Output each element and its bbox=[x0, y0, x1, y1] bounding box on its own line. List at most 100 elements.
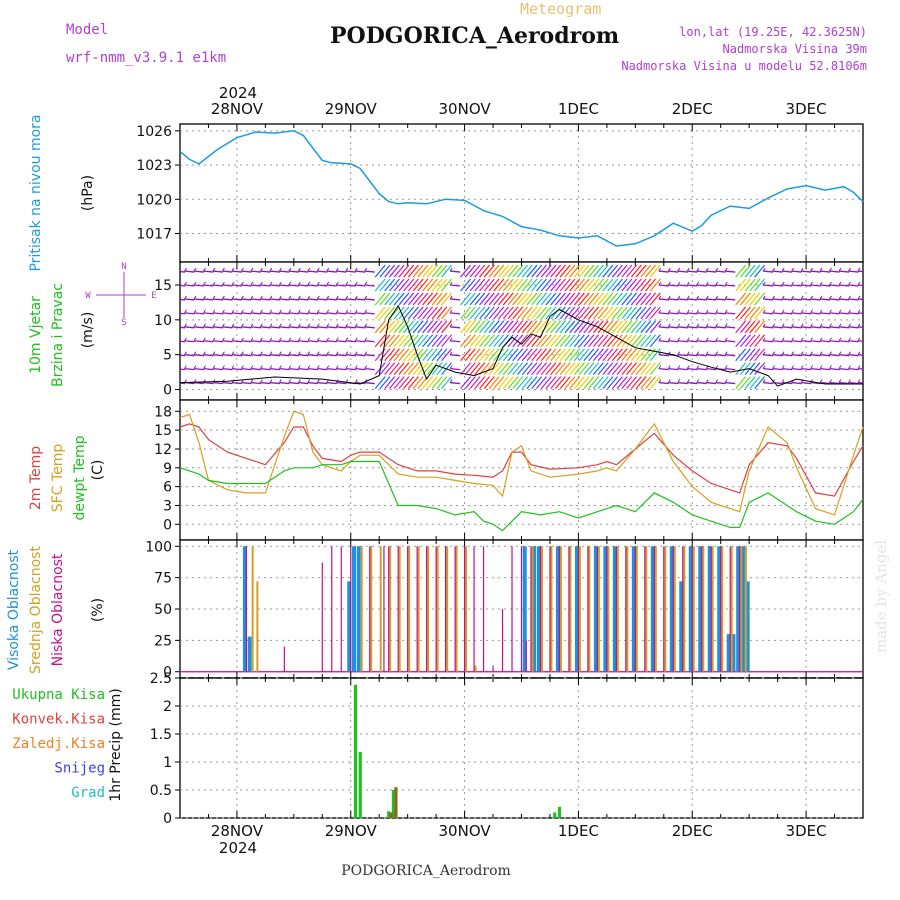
wind-barb bbox=[407, 306, 419, 320]
wind-barb bbox=[259, 337, 263, 342]
bottom-day-label: 30NOV bbox=[439, 822, 492, 840]
wind-barb bbox=[464, 320, 476, 334]
top-day-label: 30NOV bbox=[439, 100, 492, 118]
wind-barb bbox=[782, 354, 793, 357]
wind-barb bbox=[460, 376, 472, 389]
wind-barb bbox=[686, 309, 690, 314]
wind-barb bbox=[640, 292, 652, 306]
wind-barb bbox=[469, 264, 481, 278]
wind-barb bbox=[801, 326, 812, 329]
wind-barb bbox=[269, 295, 273, 300]
wind-barb bbox=[222, 295, 225, 300]
wind-barb bbox=[517, 334, 528, 348]
wind-barb bbox=[449, 295, 453, 300]
wind-barb bbox=[212, 337, 216, 342]
wind-barb bbox=[184, 309, 187, 314]
wind-barb bbox=[592, 292, 604, 306]
wind-barb bbox=[431, 348, 443, 362]
wind-barb bbox=[696, 379, 700, 383]
wind-barb bbox=[621, 362, 633, 376]
wind-barb bbox=[441, 334, 453, 348]
wind-barb bbox=[578, 292, 590, 306]
wind-barb bbox=[355, 381, 366, 385]
wind-barb bbox=[288, 354, 299, 357]
wind-barb bbox=[483, 376, 495, 389]
wind-barb bbox=[696, 309, 700, 314]
wind-barb bbox=[180, 382, 186, 385]
wind-barb bbox=[588, 362, 600, 376]
wind-barb bbox=[588, 278, 600, 292]
wind-barb bbox=[184, 367, 195, 371]
wind-barb bbox=[388, 320, 400, 334]
wind-barb bbox=[374, 292, 386, 306]
wind-barb bbox=[231, 340, 242, 343]
wind-barb bbox=[222, 340, 233, 343]
wind-barb bbox=[345, 323, 349, 328]
wind-barb bbox=[559, 320, 571, 334]
wind-barb bbox=[725, 298, 736, 301]
wind-barb bbox=[696, 323, 700, 328]
wind-barb bbox=[602, 376, 614, 389]
wind-barb bbox=[288, 365, 292, 369]
wind-barb bbox=[829, 367, 840, 371]
wind-barb bbox=[336, 326, 347, 329]
wind-barb bbox=[621, 292, 633, 306]
wind-barb bbox=[592, 334, 604, 348]
wind-barb bbox=[754, 348, 766, 362]
wind-barb bbox=[848, 337, 851, 342]
wind-barb bbox=[193, 309, 197, 314]
wind-barb bbox=[616, 362, 628, 376]
wind-barb bbox=[754, 362, 766, 376]
wind-barb bbox=[488, 292, 500, 306]
wind-barb bbox=[626, 362, 638, 376]
wind-barb bbox=[345, 365, 349, 369]
wind-barb bbox=[739, 264, 751, 278]
wind-barb bbox=[545, 334, 557, 348]
wind-barb bbox=[550, 334, 562, 348]
wind-barb bbox=[588, 348, 600, 362]
wind-barb bbox=[231, 351, 235, 355]
wind-barb bbox=[449, 281, 453, 286]
wind-barb bbox=[474, 292, 486, 306]
wind-barb bbox=[762, 337, 766, 342]
wind-barb bbox=[517, 292, 528, 306]
wind-barb bbox=[583, 348, 595, 362]
wind-barb bbox=[536, 278, 547, 292]
wind-barb bbox=[449, 351, 453, 355]
wind-barb bbox=[317, 326, 328, 329]
wind-barb bbox=[436, 348, 448, 362]
wind-barb bbox=[493, 292, 505, 306]
wind-barb bbox=[677, 367, 688, 371]
wind-barb bbox=[602, 334, 614, 348]
wind-barb bbox=[307, 381, 318, 385]
wind-barb bbox=[449, 365, 453, 369]
wind-barb bbox=[422, 292, 434, 306]
wind-barb bbox=[677, 281, 681, 286]
top-day-label: 28NOV bbox=[211, 100, 264, 118]
wind-barb bbox=[431, 306, 443, 320]
wind-barb bbox=[502, 376, 514, 389]
wind-barb bbox=[763, 298, 774, 301]
wind-barb bbox=[762, 351, 766, 355]
wind-barb bbox=[801, 298, 812, 301]
wind-barb bbox=[412, 292, 424, 306]
wind-barb bbox=[203, 267, 206, 272]
wind-barb bbox=[398, 334, 410, 348]
wind-barb bbox=[483, 292, 495, 306]
wind-barb bbox=[502, 348, 514, 362]
y-tick-label: 1017 bbox=[136, 226, 172, 242]
wind-barb bbox=[772, 365, 776, 369]
wind-barb bbox=[782, 270, 793, 273]
wind-barb bbox=[545, 278, 557, 292]
wind-barb bbox=[564, 334, 576, 348]
wind-barb bbox=[316, 323, 320, 328]
wind-barb bbox=[536, 334, 547, 348]
wind-barb bbox=[483, 362, 495, 376]
wind-barb bbox=[607, 320, 619, 334]
wind-barb bbox=[592, 306, 604, 320]
wind-barb bbox=[668, 270, 679, 273]
wind-barb bbox=[838, 309, 842, 314]
wind-barb bbox=[184, 295, 187, 300]
wind-barb bbox=[388, 376, 400, 389]
